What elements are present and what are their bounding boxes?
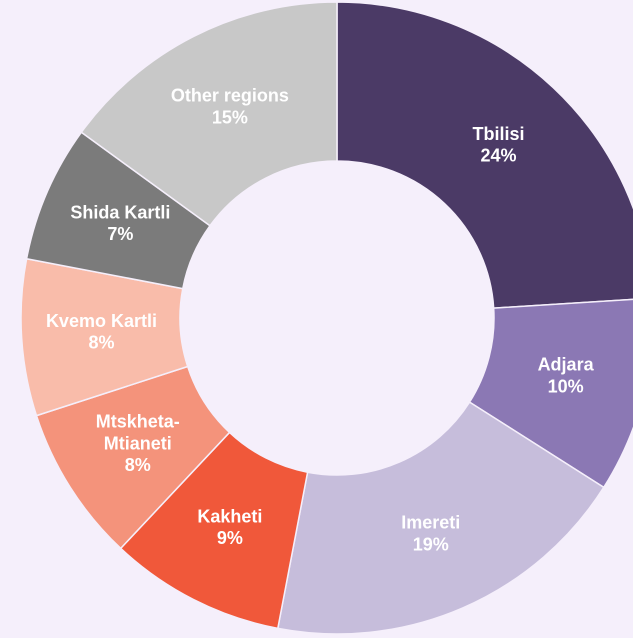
value-label: 7% (107, 224, 133, 244)
value-label: 9% (217, 528, 243, 548)
value-label: 19% (413, 534, 449, 554)
segment-label: Tbilisi (473, 124, 525, 144)
segment-label: Mtskheta-Mtianeti (96, 411, 180, 453)
segment-label: Imereti (401, 512, 460, 532)
segment-label: Kakheti (197, 506, 262, 526)
donut-segment (80, 1, 338, 227)
segment-label: Kvemo Kartli (46, 311, 157, 331)
segment-label: Other regions (171, 85, 289, 105)
value-label: 24% (481, 146, 517, 166)
segment-label: Shida Kartli (70, 202, 170, 222)
donut-segment (276, 401, 605, 635)
value-label: 15% (212, 107, 248, 127)
value-label: 8% (125, 455, 151, 475)
value-label: 10% (548, 376, 584, 396)
donut-segment (336, 1, 633, 309)
segment-label: Adjara (538, 354, 595, 374)
value-label: 8% (88, 333, 114, 353)
